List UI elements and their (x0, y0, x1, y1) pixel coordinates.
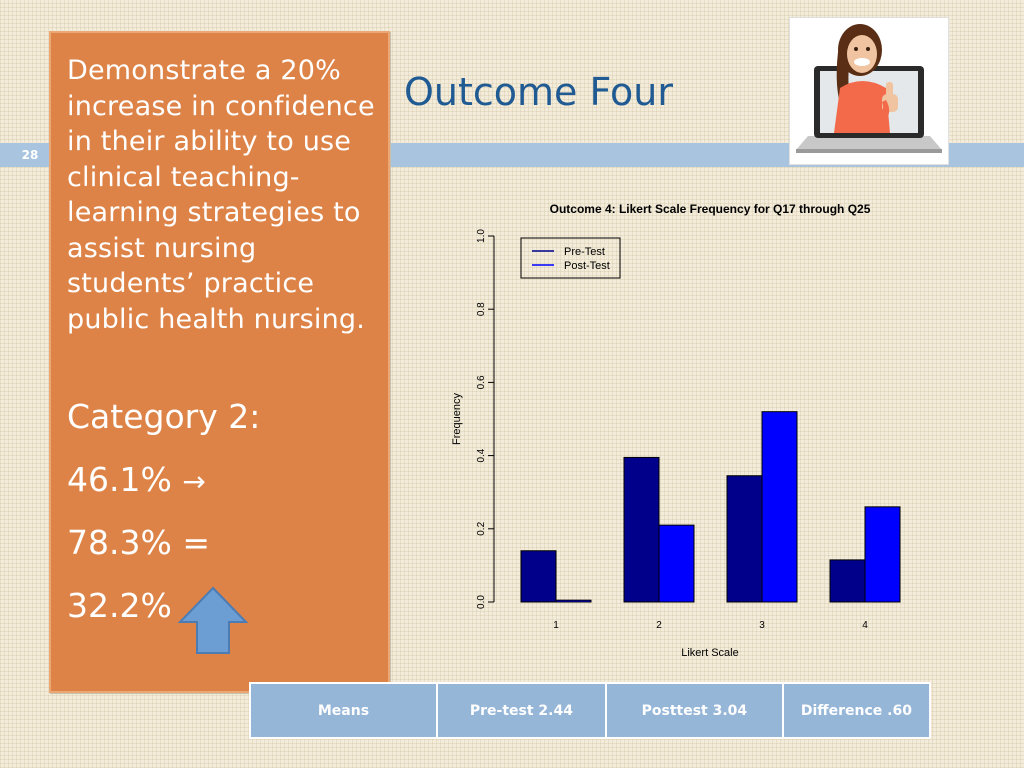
x-tick-label: 3 (759, 620, 765, 631)
y-tick-label: 0.0 (476, 595, 487, 609)
pre-value-line: 46.1% → (67, 460, 379, 499)
legend-box (520, 237, 621, 279)
objective-panel: Demonstrate a 20% increase in confidence… (49, 31, 390, 693)
y-tick-label: 0.8 (476, 302, 487, 316)
frequency-chart: Outcome 4: Likert Scale Frequency for Q1… (440, 190, 940, 670)
woman-laptop-thumbs-up-photo (789, 17, 949, 165)
means-header-cell: Means (251, 684, 438, 737)
slide-number: 28 (21, 148, 39, 162)
page-title: Outcome Four (404, 70, 673, 114)
posttest-mean-cell: Posttest 3.04 (606, 684, 784, 737)
bar-pre-test-3 (726, 475, 763, 603)
pretest-mean-cell: Pre-test 2.44 (437, 684, 607, 737)
x-tick-label: 2 (656, 620, 662, 631)
y-tick-label: 0.2 (476, 521, 487, 535)
legend-entry: Post-Test (564, 260, 610, 272)
chart-title: Outcome 4: Likert Scale Frequency for Q1… (550, 202, 871, 216)
bar-post-test-2 (658, 524, 695, 603)
x-tick-label: 1 (553, 620, 559, 631)
bar-pre-test-2 (623, 456, 660, 603)
difference-value: 32.2% (67, 586, 172, 625)
x-axis-label: Likert Scale (681, 647, 738, 659)
objective-text: Demonstrate a 20% increase in confidence… (67, 55, 375, 335)
up-arrow-icon (178, 586, 248, 654)
bar-pre-test-1 (520, 550, 557, 603)
post-value: 78.3% = (67, 523, 210, 562)
legend-entry: Pre-Test (564, 246, 605, 258)
bar-post-test-4 (864, 506, 901, 603)
y-tick-label: 0.4 (476, 448, 487, 462)
chart-svg: Outcome 4: Likert Scale Frequency for Q1… (451, 202, 901, 659)
bar-post-test-1 (555, 599, 592, 603)
pre-value: 46.1% (67, 460, 172, 499)
bar-post-test-3 (761, 411, 798, 603)
bar-pre-test-4 (829, 559, 866, 603)
y-tick-label: 1.0 (476, 229, 487, 243)
x-tick-label: 4 (862, 620, 868, 631)
difference-mean-cell: Difference .60 (783, 684, 929, 737)
right-arrow-icon: → (182, 465, 206, 498)
category-label: Category 2: (67, 397, 261, 436)
means-table: Means Pre-test 2.44 Posttest 3.04 Differ… (249, 682, 931, 739)
y-tick-label: 0.6 (476, 375, 487, 389)
y-axis-label: Frequency (451, 393, 463, 445)
